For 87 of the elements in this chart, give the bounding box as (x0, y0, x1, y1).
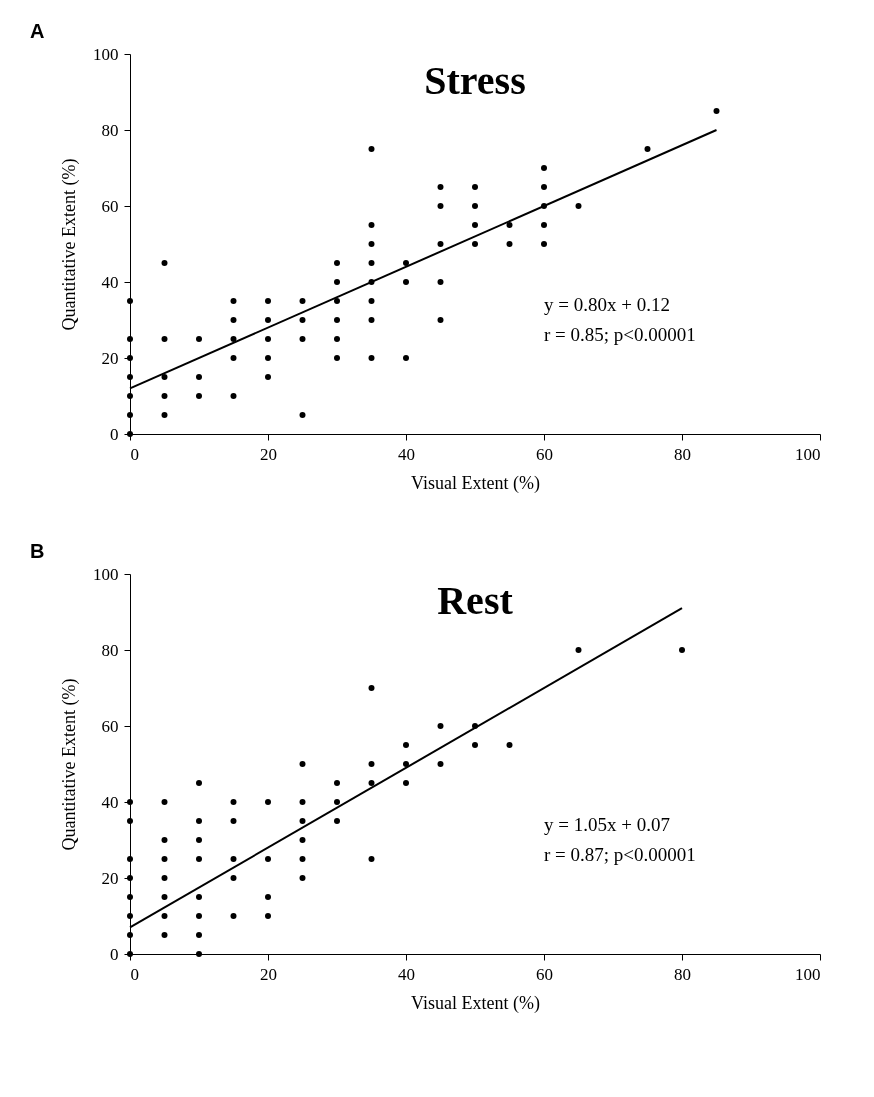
point (368, 856, 375, 862)
point (196, 837, 202, 843)
point (679, 647, 685, 653)
y-axis-title: Quantitative Extent (%) (59, 158, 80, 331)
point (368, 761, 375, 767)
point (437, 723, 444, 729)
point (334, 799, 340, 805)
annotation: r = 0.87; p<0.00001 (544, 843, 696, 865)
y-tick-label: 60 (101, 716, 119, 736)
point (265, 856, 271, 862)
x-tick-label: 40 (398, 444, 415, 464)
point (437, 761, 444, 767)
point (299, 799, 306, 805)
text: A (30, 20, 45, 42)
y-tick-label: 20 (101, 868, 119, 888)
point (403, 780, 409, 786)
x-tick-label: 100 (795, 444, 821, 464)
point (127, 818, 133, 824)
point (265, 894, 271, 900)
point (506, 742, 513, 748)
point (299, 856, 306, 862)
x-tick-label: 100 (795, 964, 821, 984)
x-tick-label: 0 (130, 444, 139, 464)
chart-title: Stress (424, 58, 526, 103)
point (472, 742, 478, 748)
point (161, 875, 168, 881)
point (196, 913, 202, 919)
point (368, 780, 375, 786)
point (299, 875, 306, 881)
point (230, 799, 237, 805)
annotation: y = 0.80x + 0.12 (544, 293, 670, 315)
point (230, 913, 237, 919)
point (299, 761, 306, 767)
point (196, 856, 202, 862)
x-tick-label: 60 (536, 964, 553, 984)
chart-title: Rest (437, 578, 514, 623)
point (161, 913, 168, 919)
point (403, 742, 409, 748)
point (230, 856, 237, 862)
point (265, 913, 271, 919)
x-tick-label: 80 (674, 444, 691, 464)
x-axis-title: Visual Extent (%) (411, 992, 540, 1014)
y-tick-label: 100 (93, 564, 119, 584)
point (196, 780, 202, 786)
point (161, 856, 168, 862)
point (127, 913, 133, 919)
x-tick-label: 0 (130, 964, 139, 984)
point (161, 837, 168, 843)
point (161, 799, 168, 805)
point (196, 932, 202, 938)
point (334, 780, 340, 786)
point (196, 818, 202, 824)
y-tick-label: 40 (101, 272, 119, 292)
x-tick-label: 60 (536, 444, 553, 464)
annotation: r = 0.85; p<0.00001 (544, 323, 696, 345)
point (334, 818, 340, 824)
annotation: y = 1.05x + 0.07 (544, 813, 670, 835)
point (127, 894, 133, 900)
y-tick-label: 0 (110, 424, 119, 444)
y-axis-title: Quantitative Extent (%) (59, 678, 80, 851)
y-tick-label: 60 (101, 196, 119, 216)
point (196, 951, 202, 957)
point (368, 685, 375, 691)
text: B (30, 540, 45, 562)
point (230, 875, 237, 881)
point (127, 856, 133, 862)
y-tick-label: 0 (110, 944, 119, 964)
point (196, 894, 202, 900)
point (575, 647, 582, 653)
y-tick-label: 20 (101, 348, 119, 368)
point (161, 932, 168, 938)
x-tick-label: 80 (674, 964, 691, 984)
x-tick-label: 20 (260, 964, 277, 984)
x-tick-label: 40 (398, 964, 415, 984)
point (299, 818, 306, 824)
point (230, 818, 237, 824)
point (403, 761, 409, 767)
point (265, 799, 271, 805)
x-tick-label: 20 (260, 444, 277, 464)
point (127, 932, 133, 938)
y-tick-label: 80 (101, 640, 119, 660)
point (161, 894, 168, 900)
y-tick-label: 100 (93, 44, 119, 64)
y-tick-label: 80 (101, 120, 119, 140)
x-axis-title: Visual Extent (%) (411, 472, 540, 494)
point (299, 837, 306, 843)
y-tick-label: 40 (101, 792, 119, 812)
